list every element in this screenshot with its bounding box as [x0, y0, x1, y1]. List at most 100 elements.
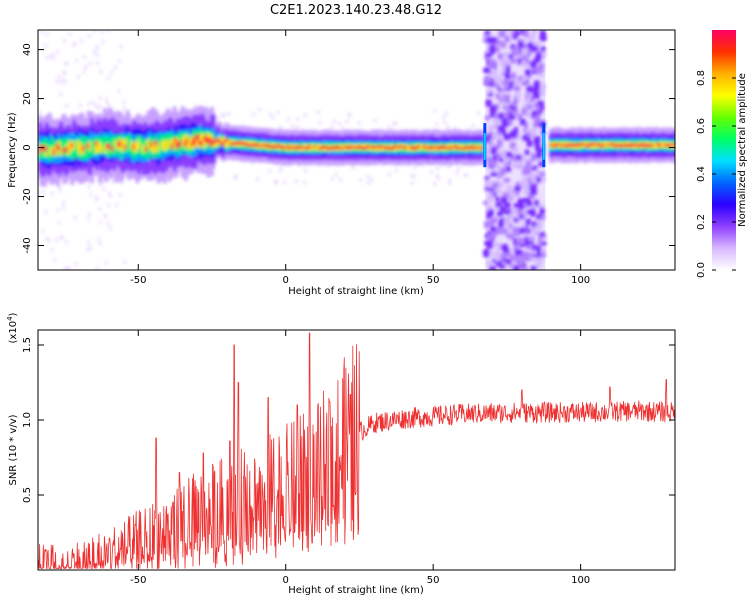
spectrogram-cell — [127, 135, 131, 154]
spectrogram-cell — [501, 81, 508, 89]
spectrogram-cell — [87, 240, 90, 245]
spectrogram-cell — [524, 149, 530, 156]
spectrogram-cell — [486, 204, 493, 211]
spectrogram-cell — [521, 55, 528, 61]
spectrogram-cell — [378, 145, 382, 149]
spectrogram-cell — [51, 117, 55, 121]
spectrogram-cell — [503, 63, 511, 68]
spectrogram-cell — [646, 144, 649, 148]
spectrogram-cell — [234, 142, 237, 146]
spectrogram-cell — [503, 94, 511, 102]
spectrogram-cell — [501, 257, 508, 266]
spectrogram-cell — [517, 210, 523, 216]
spectrogram-cell — [570, 143, 573, 147]
spectrogram-cell — [448, 146, 451, 150]
spectrogram-cell — [522, 170, 528, 176]
spectrogram-cell — [44, 145, 47, 152]
spectrogram-cell — [276, 111, 280, 115]
spectrogram-cell — [200, 140, 203, 146]
spectrogram-cell — [278, 169, 282, 173]
spectrogram-cell — [45, 236, 49, 241]
spectrogram-cell — [499, 59, 505, 66]
spectrogram-cell — [101, 137, 105, 153]
spectrogram-cell — [410, 181, 414, 185]
spectrogram-cell — [203, 135, 206, 142]
spectrogram-cell — [340, 126, 344, 130]
spectrogram-cell — [72, 141, 75, 150]
spectrogram-cell — [304, 146, 307, 150]
spectrogram-cell — [487, 219, 494, 226]
spectrogram-cell — [509, 142, 516, 150]
spectrogram-cell — [550, 143, 554, 149]
spectrogram-cell — [466, 146, 469, 150]
spectrogram-cell — [530, 173, 537, 179]
spectrogram-cell — [394, 145, 398, 149]
spectrogram-cell — [389, 144, 393, 150]
spectrogram-cell — [68, 177, 71, 182]
spectrogram-cell — [523, 121, 529, 129]
spectrogram-cell — [291, 145, 294, 151]
spectrogram-cell — [219, 141, 223, 145]
colorbar-tick-label: 0.0 — [696, 262, 707, 278]
spectrogram-cell — [75, 58, 79, 63]
spectrogram-cell — [107, 191, 111, 196]
spectrogram-cell — [531, 244, 539, 251]
spectrogram-cell — [505, 75, 511, 81]
spectrogram-cell — [339, 144, 343, 150]
spectrogram-cell — [263, 143, 266, 147]
spectrogram-cell — [538, 176, 546, 183]
spectrogram-cell — [62, 200, 65, 205]
spectrogram-cell — [67, 145, 70, 156]
spectrogram-cell — [433, 145, 437, 151]
spectrogram-cell — [516, 154, 521, 160]
spectrogram-cell — [497, 243, 503, 251]
spectrogram-cell — [174, 137, 177, 144]
spectrogram-cell — [271, 116, 275, 120]
spectrogram-cell — [221, 139, 224, 145]
spectrogram-cell — [107, 76, 110, 81]
spectrogram-cell — [509, 192, 517, 199]
spectrogram-cell — [509, 114, 516, 120]
spectrogram-cell — [411, 147, 414, 150]
spectrogram-cell — [513, 238, 519, 246]
spectrogram-cell — [105, 100, 109, 105]
spectrogram-cell — [99, 182, 102, 187]
spectrogram-cell — [281, 146, 284, 150]
spectrogram-cell — [487, 157, 494, 165]
spectrogram-cell — [492, 191, 497, 197]
spectrogram-cell — [216, 139, 220, 145]
spectrogram-cell — [540, 46, 546, 52]
spectrogram-cell — [443, 120, 447, 124]
spectrogram-cell — [503, 112, 509, 119]
spectrogram-cell — [156, 142, 160, 152]
spectrogram-cell — [673, 142, 675, 146]
spectrogram-cell — [521, 78, 527, 83]
spectrogram-cell — [540, 248, 545, 257]
spectrogram-cell — [602, 144, 605, 148]
spectrogram-cell — [483, 221, 490, 229]
spectrogram-cell — [83, 136, 87, 152]
spectrogram-cell — [342, 145, 346, 151]
spectrogram-cell — [607, 143, 610, 147]
spectrogram-cell — [523, 179, 529, 187]
spectrogram-cell — [608, 142, 612, 148]
spectrogram-cell — [59, 80, 62, 85]
spectrogram-cell — [417, 145, 420, 149]
spectrogram-cell — [96, 61, 100, 66]
spectrogram-cell — [522, 135, 528, 141]
spectrogram-cell — [657, 142, 661, 146]
spectrogram-cell — [526, 111, 534, 118]
spectrogram-cell — [507, 209, 514, 215]
spectrogram-cell — [520, 118, 526, 126]
spectrogram-cell — [499, 157, 504, 163]
spectrogram-cell — [282, 180, 286, 184]
spectrogram-cell — [97, 106, 100, 111]
spectrogram-cell — [420, 144, 424, 150]
spectrogram-cell — [401, 144, 404, 150]
spectrogram-cell — [647, 144, 651, 148]
spectrogram-cell — [232, 142, 236, 145]
spectrogram-cell — [539, 90, 546, 96]
spectrogram-cell — [193, 140, 197, 146]
spectrogram-cell — [300, 146, 304, 150]
